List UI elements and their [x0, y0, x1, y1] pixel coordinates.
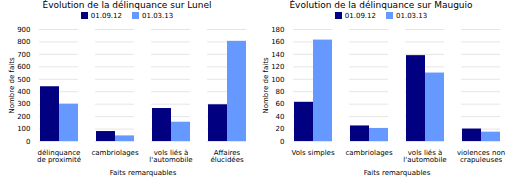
html-text:01.09.12: 01.09.12: [344, 12, 376, 20]
svg-text:80: 80: [276, 88, 285, 96]
svg-text:600: 600: [17, 63, 30, 71]
svg-text:violences noncrapuleuses: violences noncrapuleuses: [457, 149, 505, 164]
svg-text:0: 0: [280, 138, 284, 146]
svg-text:Nombre de faits: Nombre de faits: [8, 57, 16, 113]
svg-text:Nombre de faits: Nombre de faits: [262, 57, 270, 113]
svg-text:Affairesélucidées: Affairesélucidées: [210, 149, 244, 164]
svg-text:900: 900: [17, 26, 30, 34]
svg-text:40: 40: [276, 113, 285, 121]
html-text:01.03.13: 01.03.13: [142, 12, 174, 20]
svg-text:20: 20: [276, 125, 285, 133]
svg-text:vols liés àl'automobile: vols liés àl'automobile: [403, 149, 446, 164]
svg-text:Vols simples: Vols simples: [291, 149, 334, 157]
svg-text:cambriolages: cambriolages: [345, 149, 392, 157]
svg-text:cambriolages: cambriolages: [91, 149, 138, 157]
svg-text:180: 180: [271, 26, 284, 34]
svg-text:160: 160: [271, 38, 284, 46]
html-text:01.03.13: 01.03.13: [396, 12, 428, 20]
html-text:Évolution de la délinquance su: Évolution de la délinquance sur Mauguio: [289, 0, 473, 10]
svg-text:120: 120: [271, 63, 284, 71]
svg-text:Faits remarquables: Faits remarquables: [110, 169, 177, 177]
svg-text:140: 140: [271, 51, 284, 59]
svg-text:vols liés àl'automobile: vols liés àl'automobile: [149, 149, 192, 164]
html-text:01.09.12: 01.09.12: [90, 12, 122, 20]
svg-text:60: 60: [276, 100, 285, 108]
svg-text:800: 800: [17, 38, 30, 46]
svg-text:400: 400: [17, 88, 30, 96]
svg-text:700: 700: [17, 51, 30, 59]
svg-text:200: 200: [17, 113, 30, 121]
svg-text:300: 300: [17, 100, 30, 108]
svg-text:100: 100: [271, 76, 284, 84]
svg-text:500: 500: [17, 76, 30, 84]
svg-text:délinquancede proximité: délinquancede proximité: [37, 149, 81, 164]
html-text:Évolution de la délinquance su: Évolution de la délinquance sur Lunel: [42, 0, 212, 10]
svg-text:0: 0: [26, 138, 30, 146]
svg-text:Faits remarquables: Faits remarquables: [364, 169, 431, 177]
svg-text:100: 100: [17, 125, 30, 133]
